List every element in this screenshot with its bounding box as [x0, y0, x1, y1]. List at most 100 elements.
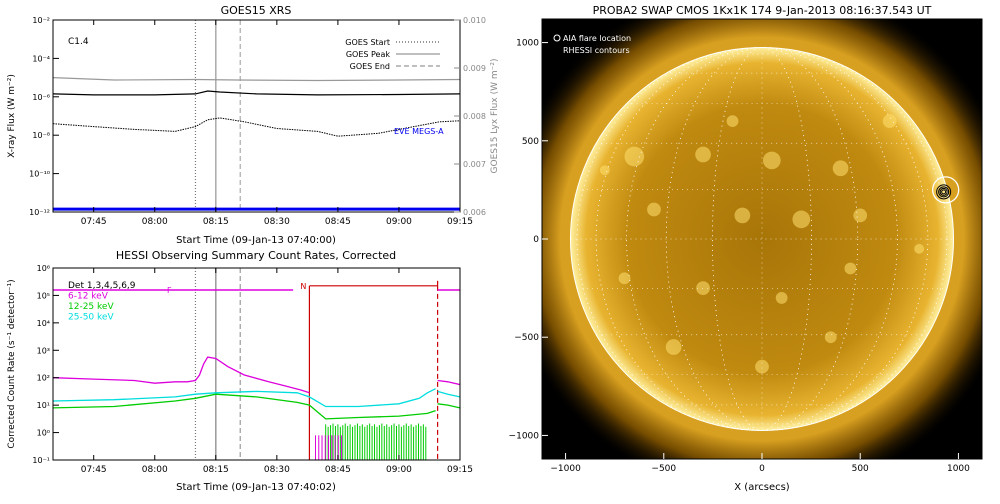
- hessi-legend-entry: 25-50 keV: [68, 313, 114, 323]
- goes-title: GOES15 XRS: [221, 4, 292, 17]
- hessi-series-line: [53, 356, 310, 394]
- goes-y-right-tick-label: 0.010: [463, 16, 486, 25]
- goes-y-tick-label: 10⁻¹²: [29, 208, 50, 217]
- swap-legend-marker-aia: [553, 34, 561, 42]
- goes-y-right-axis-label: GOES15 Lyx Flux (W m⁻²): [490, 59, 500, 174]
- swap-bright-region: [853, 208, 868, 223]
- hessi-x-tick-label: 08:00: [142, 465, 168, 475]
- hessi-series-line: [53, 393, 436, 420]
- swap-rhessi-contour: [936, 184, 952, 200]
- swap-bright-region: [792, 210, 811, 229]
- hessi-y-tick-label: 10²: [37, 374, 50, 383]
- swap-bright-region: [882, 114, 897, 129]
- hessi-y-axis-label: Corrected Count Rate (s⁻¹ detector⁻¹): [7, 279, 17, 448]
- goes-series: [53, 77, 460, 211]
- swap-x-tick-label: 1000: [947, 464, 970, 474]
- goes-x-tick-label: 08:45: [325, 217, 351, 227]
- swap-aia-flare-circle: [932, 176, 960, 204]
- hessi-series-line: [53, 388, 436, 408]
- swap-y-tick-label: −500: [514, 333, 539, 343]
- goes-legend-label: GOES Start: [345, 38, 390, 47]
- goes-y-right-tick-label: 0.009: [463, 64, 486, 73]
- hessi-panel: HESSI Observing Summary Count Rates, Cor…: [7, 249, 473, 493]
- goes-plot-frame: [52, 19, 461, 213]
- swap-bright-region: [762, 151, 781, 170]
- swap-limb-outline: [569, 46, 955, 432]
- goes-x-tick-label: 07:45: [81, 217, 107, 227]
- hessi-y-tick-label: 10³: [37, 346, 50, 355]
- goes-y-tick-label: 10⁻⁴: [32, 54, 50, 63]
- swap-bright-region: [775, 292, 788, 304]
- goes-x-axis-label: Start Time (09-Jan-13 07:40:00): [176, 235, 336, 246]
- swap-x-tick-label: −500: [651, 464, 676, 474]
- swap-flare-marker: [932, 176, 960, 204]
- hessi-y-tick-label: 10¹: [37, 401, 50, 410]
- hessi-y-tick-label: 10⁰: [37, 429, 50, 438]
- hessi-y-tick-label: 10⁻¹: [32, 456, 50, 465]
- hessi-x-axis-label: Start Time (09-Jan-13 07:40:02): [176, 482, 336, 493]
- goes-series-lyx: [53, 77, 460, 82]
- swap-bright-region: [914, 243, 925, 254]
- goes-panel: GOES15 XRS 07:45 08:00 08:15 08:30 08:45 09:0…: [7, 4, 500, 246]
- goes-eve-annotation: EVE MEGS-A: [394, 127, 444, 136]
- swap-legend: AIA flare location RHESSI contours: [553, 34, 631, 55]
- goes-y-right-tick-label: 0.006: [463, 208, 486, 217]
- hessi-series-line: [437, 379, 460, 386]
- swap-bright-region: [824, 331, 837, 344]
- goes-x-tick-label: 08:30: [264, 217, 290, 227]
- goes-y-tick-label: 10⁻⁶: [32, 93, 50, 102]
- swap-bright-region: [844, 262, 857, 275]
- swap-bright-region: [665, 339, 682, 355]
- swap-x-tick-label: 500: [852, 464, 869, 474]
- swap-x-tick-label: 0: [759, 464, 765, 474]
- goes-y-tick-label: 10⁻¹⁰: [29, 170, 50, 179]
- goes-x-tick-label: 08:15: [203, 217, 229, 227]
- goes-y-tick-label: 10⁻²: [32, 16, 50, 25]
- hessi-series: [53, 356, 460, 460]
- swap-bright-region: [695, 146, 711, 163]
- goes-y-tick-label: 10⁻⁸: [32, 131, 50, 140]
- goes-x-tick-label: 08:00: [142, 217, 168, 227]
- swap-bright-region: [624, 146, 645, 167]
- goes-y-right-tick-label: 0.008: [463, 112, 486, 121]
- hessi-title: HESSI Observing Summary Count Rates, Cor…: [116, 249, 396, 262]
- hessi-x-tick-label: 07:45: [81, 465, 107, 475]
- goes-x-tick-label: 09:15: [447, 217, 473, 227]
- swap-rhessi-contour: [938, 186, 950, 198]
- goes-legend: GOES Start GOES Peak GOES End: [345, 38, 440, 71]
- goes-y-axis-label: X-ray Flux (W m⁻²): [7, 74, 17, 158]
- goes-legend-label: GOES End: [350, 62, 390, 71]
- hessi-x-tick-label: 09:15: [447, 465, 473, 475]
- swap-bright-region: [618, 272, 631, 285]
- swap-rhessi-contour: [941, 189, 947, 195]
- swap-bright-region: [755, 359, 769, 374]
- swap-y-tick-label: 0: [533, 235, 539, 245]
- hessi-y-tick-label: 10⁶: [37, 264, 50, 273]
- swap-bright-region: [734, 207, 751, 224]
- hessi-axes: 07:45 08:00 08:15 08:30 08:45 09:00 09:15 10⁻¹ 1…: [32, 264, 473, 475]
- swap-legend-label-aia: AIA flare location: [563, 34, 631, 43]
- goes-x-tick-label: 09:00: [386, 217, 412, 227]
- swap-bright-region: [832, 160, 849, 177]
- swap-rhessi-contour: [939, 187, 948, 196]
- swap-y-tick-label: −1000: [509, 431, 540, 441]
- hessi-legend-entry: 12-25 keV: [68, 302, 114, 312]
- swap-y-tick-label: 500: [522, 137, 539, 147]
- swap-bright-region: [647, 202, 661, 217]
- hessi-legend-entry: 6-12 keV: [68, 292, 109, 302]
- swap-bright-region: [726, 115, 739, 128]
- swap-x-tick-label: −1000: [550, 464, 581, 474]
- hessi-flag-n: N: [300, 282, 306, 291]
- hessi-y-tick-label: 10⁴: [37, 319, 50, 328]
- hessi-series-line: [437, 403, 460, 409]
- hessi-x-tick-label: 08:45: [325, 465, 351, 475]
- goes-series-short: [53, 117, 460, 137]
- swap-panel: PROBA2 SWAP CMOS 1Kx1K 174 9-Jan-2013 08…: [509, 4, 983, 493]
- hessi-x-tick-label: 08:15: [203, 465, 229, 475]
- swap-x-axis-label: X (arcsecs): [734, 482, 790, 493]
- goes-y-right-tick-label: 0.007: [463, 160, 486, 169]
- hessi-flag-f: F: [167, 286, 172, 295]
- hessi-x-tick-label: 09:00: [386, 465, 412, 475]
- hessi-series-line: [437, 390, 460, 398]
